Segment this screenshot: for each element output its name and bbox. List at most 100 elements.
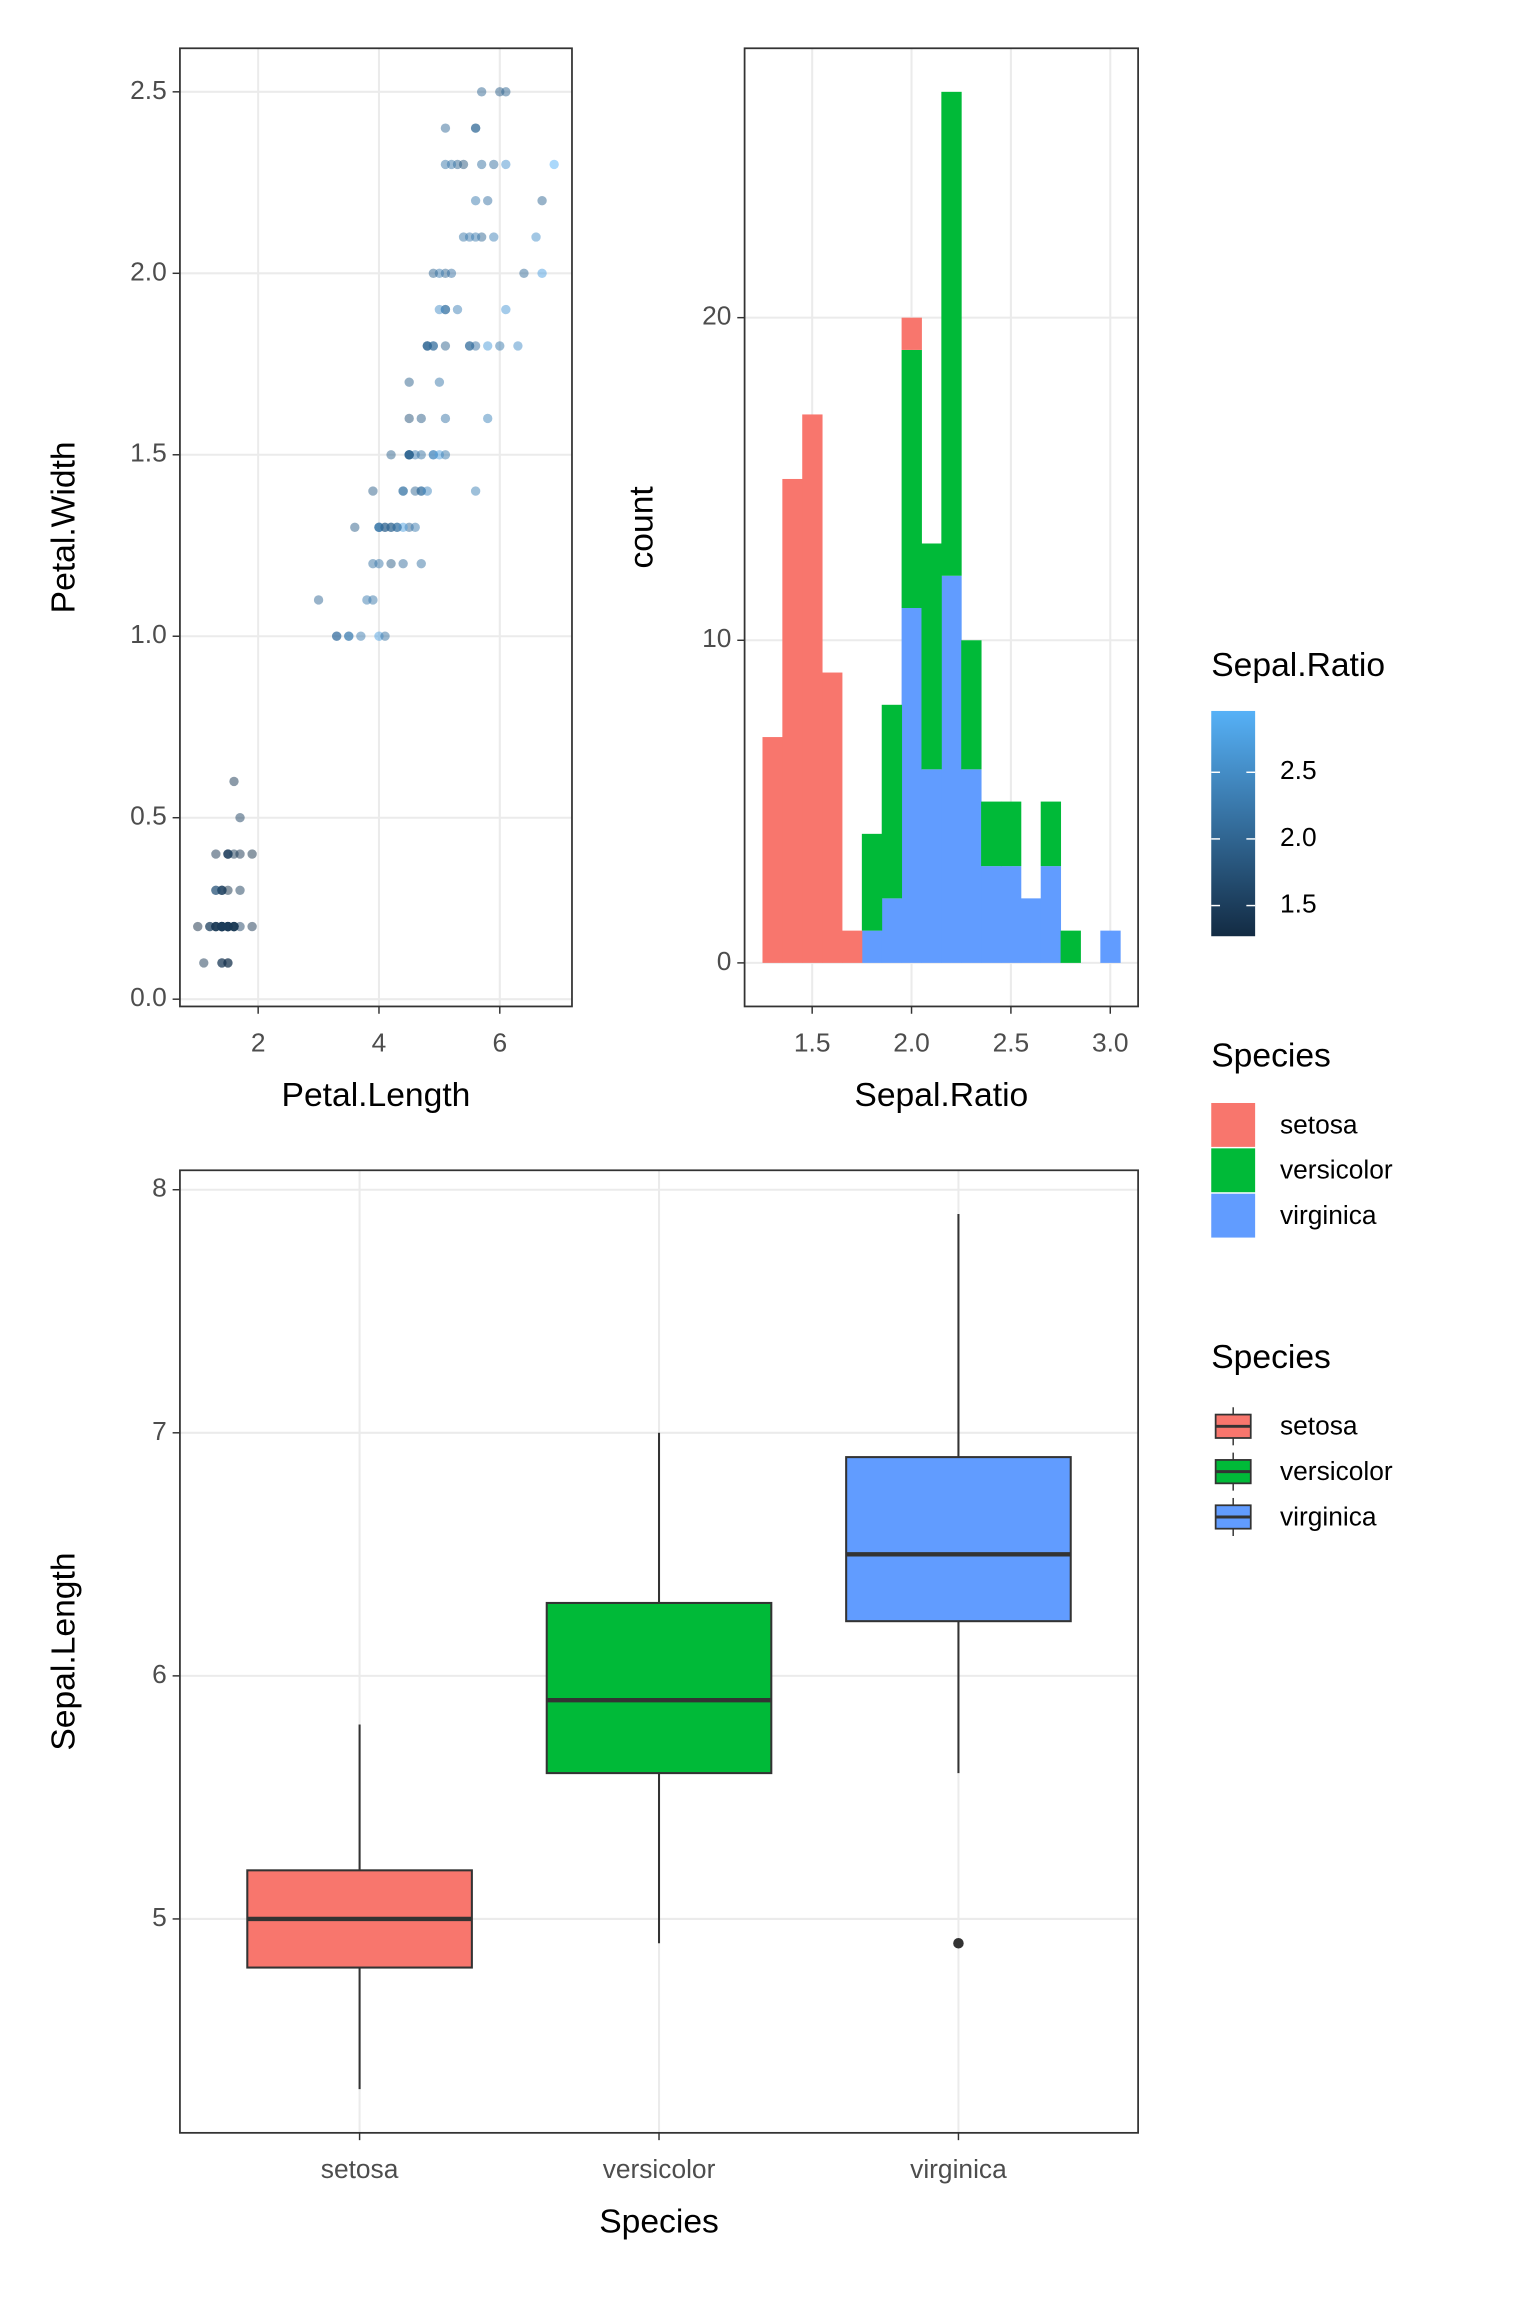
x-tick-label: 4 <box>372 1027 387 1057</box>
point <box>434 304 445 315</box>
bar <box>921 543 942 770</box>
bar <box>881 704 903 899</box>
x-axis-title: Petal.Length <box>282 1077 471 1114</box>
colorbar-label: 2.5 <box>1280 755 1317 785</box>
point <box>489 159 499 170</box>
point <box>428 268 439 278</box>
legend-label: versicolor <box>1280 1155 1393 1185</box>
point <box>356 631 366 641</box>
point <box>458 232 469 242</box>
point <box>344 631 354 641</box>
point <box>362 595 372 605</box>
bar <box>921 769 942 963</box>
point <box>446 268 457 278</box>
point <box>476 159 487 170</box>
point <box>440 341 451 351</box>
bar <box>881 898 903 963</box>
point <box>501 87 511 97</box>
legend-title: Sepal.Ratio <box>1211 647 1385 684</box>
point <box>537 268 547 278</box>
legend-key <box>1211 1148 1256 1193</box>
point <box>350 522 360 533</box>
point <box>470 232 481 242</box>
bar <box>981 801 1002 867</box>
x-tick-label: setosa <box>321 2154 399 2184</box>
point <box>501 159 511 170</box>
x-tick-label: virginica <box>910 2154 1007 2184</box>
point <box>398 486 408 496</box>
point <box>368 486 378 496</box>
point <box>217 885 227 895</box>
bar <box>981 866 1002 963</box>
legend-label: setosa <box>1280 1109 1358 1139</box>
bar <box>1100 930 1121 963</box>
bar <box>861 930 883 963</box>
y-axis-title: Petal.Width <box>46 441 83 613</box>
point <box>247 849 257 859</box>
legend-label: virginica <box>1280 1501 1377 1531</box>
x-tick-label: 3.0 <box>1092 1027 1129 1057</box>
x-tick-label: versicolor <box>603 2154 716 2184</box>
point <box>434 377 445 387</box>
point <box>549 159 559 170</box>
point <box>380 631 390 641</box>
point <box>446 159 457 170</box>
colorbar-label: 1.5 <box>1280 889 1317 919</box>
point <box>513 341 523 351</box>
bar <box>901 349 922 609</box>
point <box>464 341 475 351</box>
point <box>452 304 463 315</box>
point <box>501 304 511 315</box>
bar <box>1060 930 1081 963</box>
point <box>483 196 493 206</box>
box <box>845 1456 1072 1623</box>
y-tick-label: 6 <box>152 1659 167 1689</box>
point <box>235 885 245 895</box>
legend-title: Species <box>1211 1038 1331 1075</box>
point <box>313 595 324 605</box>
point <box>416 450 426 460</box>
point <box>416 413 426 424</box>
y-tick-label: 2.0 <box>130 256 167 286</box>
point <box>374 558 384 569</box>
bar <box>802 414 823 963</box>
box <box>545 1601 773 1775</box>
point <box>223 849 233 859</box>
point <box>440 450 451 460</box>
point <box>440 413 451 424</box>
y-tick-label: 5 <box>152 1902 167 1932</box>
bar <box>861 833 883 931</box>
bar <box>901 317 922 350</box>
point <box>422 341 432 351</box>
bar <box>1000 801 1022 867</box>
panel-border <box>743 47 1139 1008</box>
x-tick-label: 2.5 <box>993 1027 1030 1057</box>
point <box>332 631 342 641</box>
y-tick-label: 0 <box>717 946 732 976</box>
point <box>416 558 426 569</box>
point <box>229 776 239 787</box>
panel-border <box>179 47 573 1008</box>
point <box>392 522 402 533</box>
x-axis-title: Sepal.Ratio <box>854 1077 1028 1114</box>
bar <box>901 608 922 963</box>
bar <box>961 769 982 963</box>
point <box>217 958 227 968</box>
point <box>483 413 493 424</box>
point <box>440 123 451 133</box>
legend-key <box>1211 1193 1256 1238</box>
point <box>235 813 245 823</box>
bar <box>1040 801 1062 867</box>
point <box>476 87 487 97</box>
y-axis-title: Sepal.Length <box>46 1552 83 1750</box>
outlier <box>953 1937 964 1949</box>
point <box>531 232 541 242</box>
legend-label: virginica <box>1280 1200 1377 1230</box>
point <box>410 486 420 496</box>
legend-label: setosa <box>1280 1411 1358 1441</box>
point <box>211 849 221 859</box>
x-tick-label: 6 <box>492 1027 507 1057</box>
legend-label: versicolor <box>1280 1456 1393 1486</box>
point <box>217 921 227 932</box>
